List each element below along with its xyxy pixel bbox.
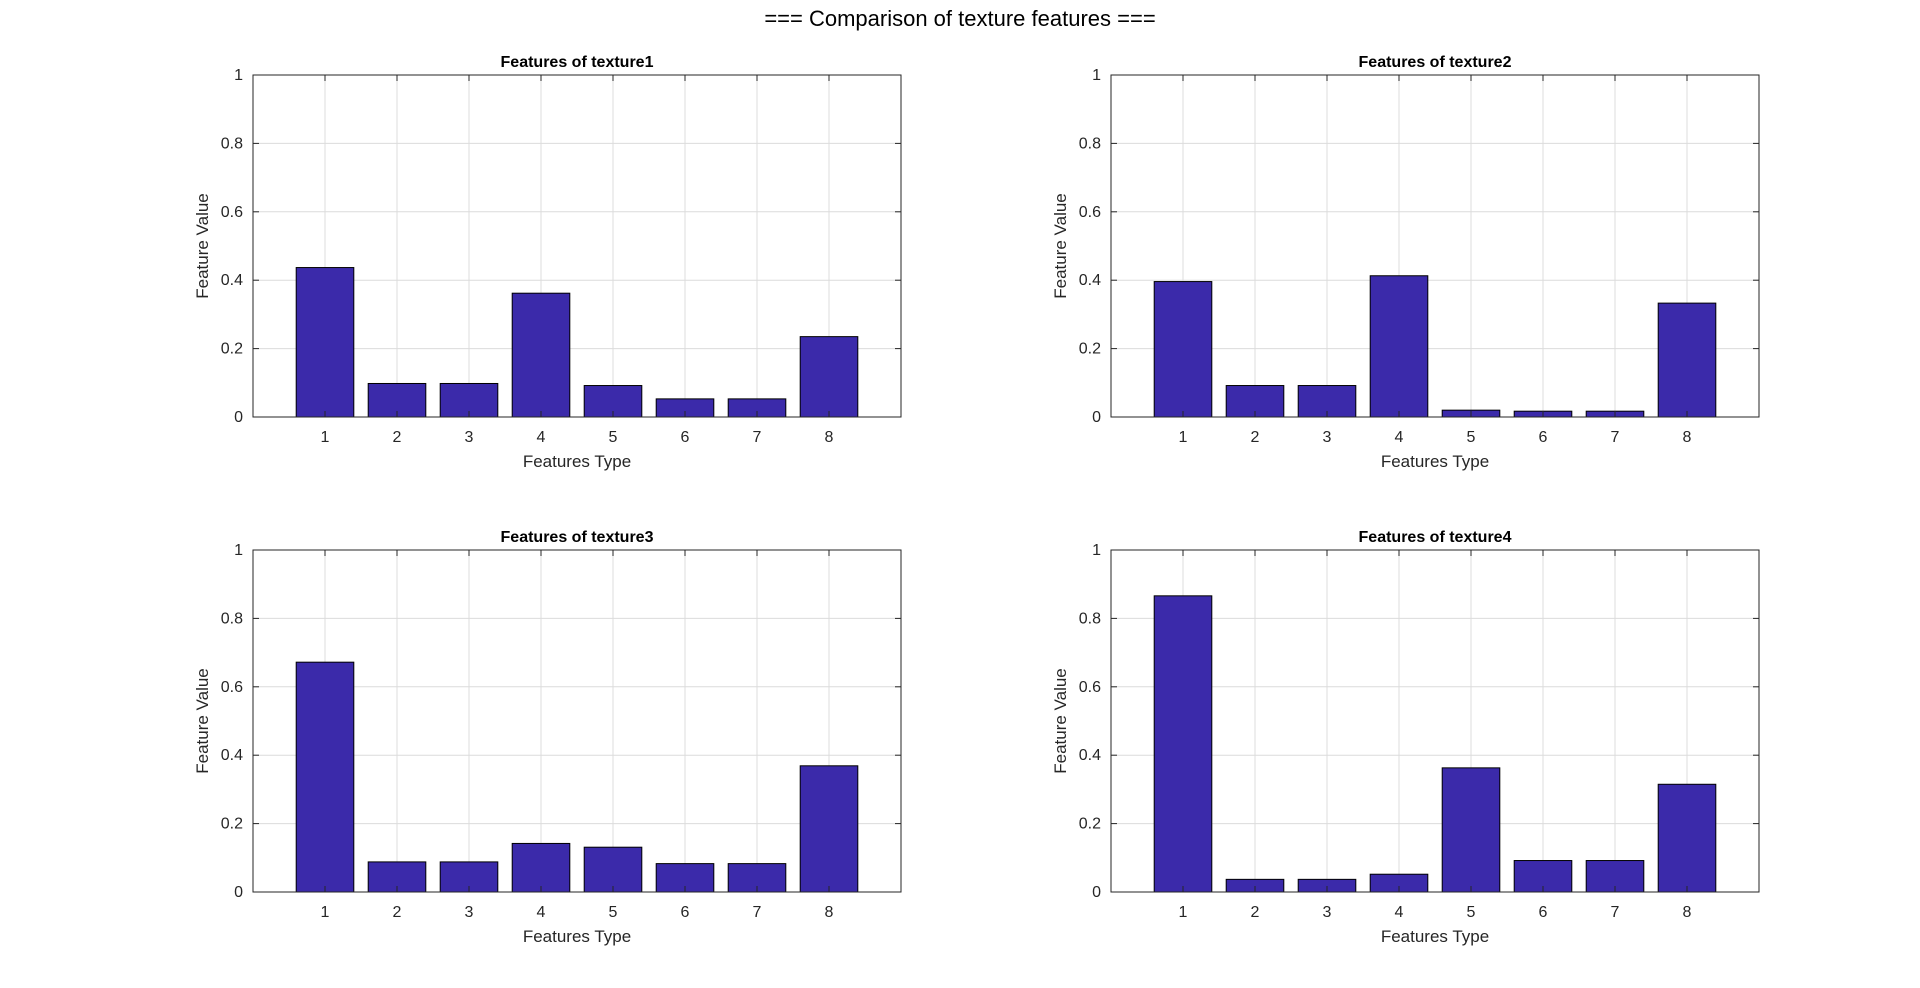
x-tick-label: 7	[1611, 904, 1620, 921]
subplot-title: Features of texture4	[1359, 529, 1512, 546]
bar-8	[799, 336, 859, 418]
x-tick-label: 4	[537, 904, 546, 921]
y-tick-label: 0.2	[221, 816, 243, 833]
x-tick-label: 5	[1467, 904, 1476, 921]
y-tick-label: 0.2	[221, 341, 243, 358]
bar-4	[511, 842, 571, 893]
y-tick-label: 1	[1092, 67, 1101, 84]
y-tick-label: 0	[234, 884, 243, 901]
x-tick-label: 1	[321, 904, 330, 921]
bar-8	[799, 765, 859, 893]
subplot-1: 1 2 3 4 5 6 7 8 0 0.2 0.4 0.6 0.8 1 Features of textur…	[193, 54, 902, 471]
x-tick-label: 7	[753, 429, 762, 446]
y-tick-label: 0	[234, 409, 243, 426]
x-tick-label: 4	[1395, 904, 1404, 921]
y-tick-label: 0.8	[1079, 610, 1101, 627]
y-tick-label: 0.4	[221, 747, 243, 764]
subplot-title: Features of texture1	[501, 54, 654, 71]
x-tick-label: 8	[1683, 429, 1692, 446]
y-tick-label: 0.2	[1079, 816, 1101, 833]
x-tick-label: 3	[465, 429, 474, 446]
x-tick-label: 3	[1323, 904, 1332, 921]
y-tick-label: 0.4	[1079, 747, 1101, 764]
y-axis-label: Feature Value	[193, 193, 212, 299]
x-tick-label: 4	[537, 429, 546, 446]
y-tick-label: 0.8	[221, 610, 243, 627]
y-tick-label: 1	[234, 542, 243, 559]
subplot-2: 1 2 3 4 5 6 7 8 0 0.2 0.4 0.6 0.8 1 Features of textur…	[1051, 54, 1760, 471]
x-tick-label: 7	[753, 904, 762, 921]
bar-1	[295, 267, 355, 418]
x-tick-label: 2	[393, 904, 402, 921]
bar-8	[1657, 302, 1717, 418]
y-tick-label: 0.8	[1079, 135, 1101, 152]
plot-area	[253, 550, 901, 892]
y-tick-label: 0.2	[1079, 341, 1101, 358]
bar-1	[295, 661, 355, 893]
y-tick-label: 0.6	[221, 679, 243, 696]
y-tick-label: 0.6	[1079, 679, 1101, 696]
axes-box	[252, 549, 902, 893]
y-tick-label: 1	[234, 67, 243, 84]
subplot-title: Features of texture2	[1359, 54, 1512, 71]
x-tick-label: 1	[1179, 429, 1188, 446]
x-tick-label: 5	[1467, 429, 1476, 446]
x-tick-label: 6	[681, 429, 690, 446]
x-tick-label: 3	[1323, 429, 1332, 446]
x-tick-label: 2	[393, 429, 402, 446]
x-tick-label: 1	[321, 429, 330, 446]
y-tick-label: 1	[1092, 542, 1101, 559]
x-tick-label: 2	[1251, 429, 1260, 446]
subplot-3: 1 2 3 4 5 6 7 8 0 0.2 0.4 0.6 0.8 1 Features of textur…	[193, 529, 902, 946]
x-tick-label: 6	[1539, 904, 1548, 921]
bar-5	[583, 846, 643, 893]
y-axis-label: Feature Value	[193, 668, 212, 774]
plot-area	[253, 75, 901, 417]
x-tick-label: 4	[1395, 429, 1404, 446]
y-axis-label: Feature Value	[1051, 668, 1070, 774]
bar-1	[1153, 281, 1213, 418]
x-tick-label: 5	[609, 429, 618, 446]
axes-box	[1110, 74, 1760, 418]
bar-1	[1153, 595, 1213, 893]
x-axis-label: Features Type	[1381, 927, 1489, 946]
x-tick-label: 8	[825, 904, 834, 921]
x-tick-label: 6	[1539, 429, 1548, 446]
x-tick-label: 1	[1179, 904, 1188, 921]
y-axis-label: Feature Value	[1051, 193, 1070, 299]
x-tick-label: 2	[1251, 904, 1260, 921]
y-tick-label: 0.6	[221, 204, 243, 221]
plot-area	[1111, 75, 1759, 417]
plot-area	[1111, 550, 1759, 892]
subplot-title: Features of texture3	[501, 529, 654, 546]
x-tick-label: 6	[681, 904, 690, 921]
axes-box	[1110, 549, 1760, 893]
x-tick-label: 3	[465, 904, 474, 921]
bar-4	[511, 292, 571, 418]
y-tick-label: 0.6	[1079, 204, 1101, 221]
x-axis-label: Features Type	[1381, 452, 1489, 471]
subplot-4: 1 2 3 4 5 6 7 8 0 0.2 0.4 0.6 0.8 1 Features of textur…	[1051, 529, 1760, 946]
y-tick-label: 0.8	[221, 135, 243, 152]
figure-title: === Comparison of texture features ===	[764, 6, 1156, 31]
y-tick-label: 0	[1092, 409, 1101, 426]
bar-4	[1369, 275, 1429, 418]
y-tick-label: 0	[1092, 884, 1101, 901]
x-tick-label: 5	[609, 904, 618, 921]
axes-box	[252, 74, 902, 418]
x-tick-label: 8	[825, 429, 834, 446]
bar-5	[1441, 767, 1501, 893]
y-tick-label: 0.4	[221, 272, 243, 289]
bar-8	[1657, 783, 1717, 893]
y-tick-label: 0.4	[1079, 272, 1101, 289]
x-axis-label: Features Type	[523, 452, 631, 471]
x-axis-label: Features Type	[523, 927, 631, 946]
x-tick-label: 7	[1611, 429, 1620, 446]
x-tick-label: 8	[1683, 904, 1692, 921]
